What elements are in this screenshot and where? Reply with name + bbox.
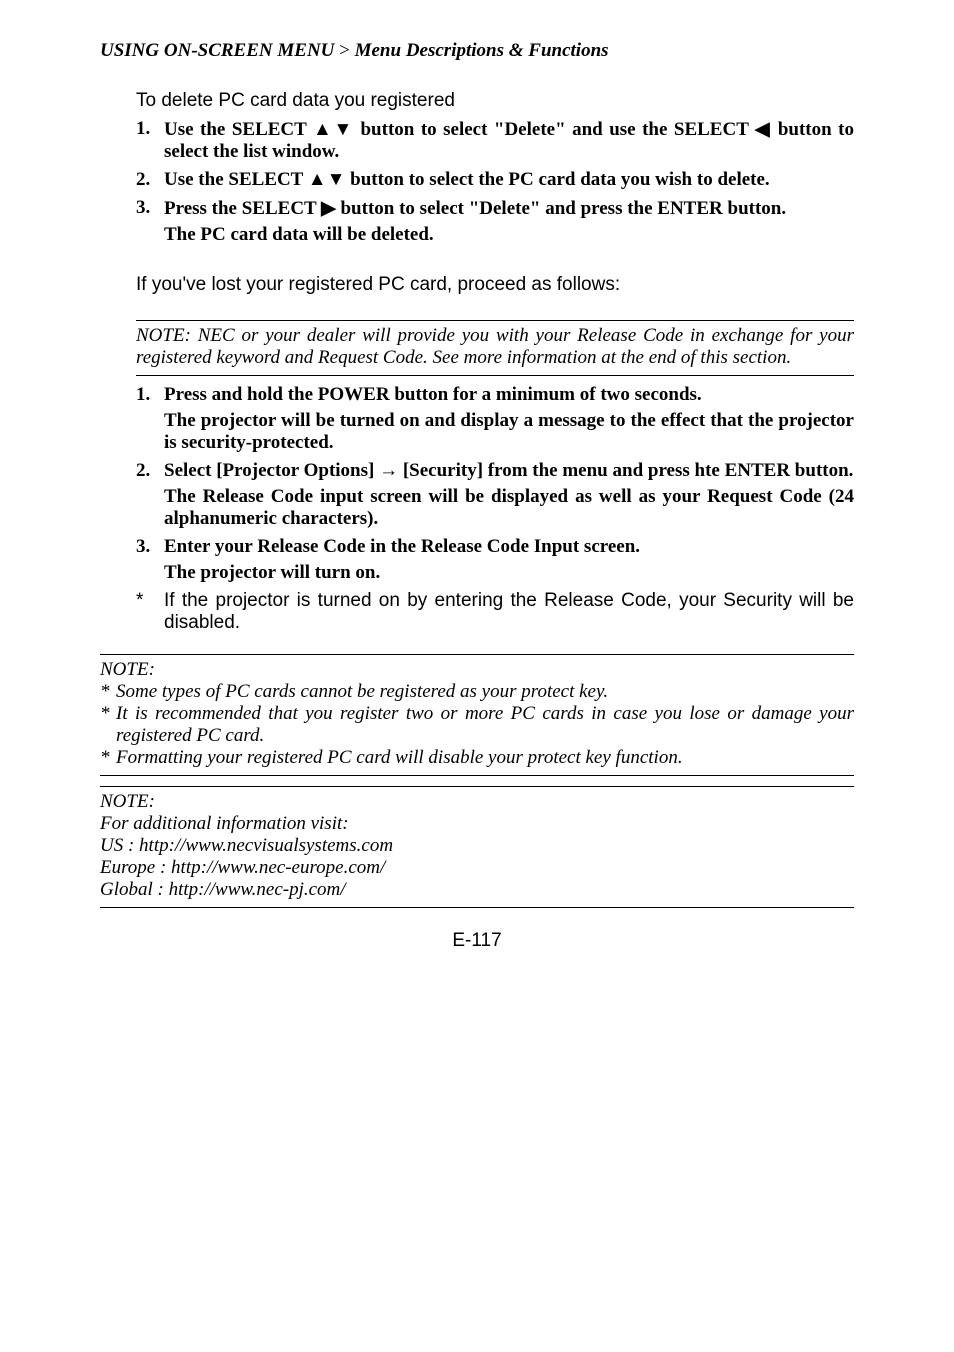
step-body: Use the SELECT ▲▼ button to select the P… [164, 169, 854, 191]
step-number: 1. [136, 118, 164, 163]
asterisk: * [136, 590, 164, 634]
delete-steps: 1. Use the SELECT ▲▼ button to select "D… [136, 118, 854, 246]
note-text: Some types of PC cards cannot be registe… [116, 681, 854, 703]
asterisk: * [100, 681, 116, 703]
star-body: If the projector is turned on by enterin… [164, 590, 854, 634]
dealer-note: NOTE: NEC or your dealer will provide yo… [136, 320, 854, 376]
step-sub: The projector will be turned on and disp… [164, 410, 854, 454]
note-label: NOTE: [100, 791, 854, 813]
lost-card-steps: 1. Press and hold the POWER button for a… [136, 384, 854, 584]
link-line: Global : http://www.nec-pj.com/ [100, 879, 854, 901]
step-number: 2. [136, 460, 164, 530]
list-item: 2. Use the SELECT ▲▼ button to select th… [136, 169, 854, 191]
step-body: Select [Projector Options] → [Security] … [164, 460, 854, 530]
star-note: * If the projector is turned on by enter… [136, 590, 854, 634]
list-item: 1. Use the SELECT ▲▼ button to select "D… [136, 118, 854, 163]
asterisk: * [100, 747, 116, 769]
step-number: 3. [136, 197, 164, 246]
step-body: Press the SELECT ▶ button to select "Del… [164, 197, 854, 246]
step-text: Select [Projector Options] → [Security] … [164, 460, 853, 481]
pc-card-notes: NOTE: * Some types of PC cards cannot be… [100, 654, 854, 776]
step-body: Press and hold the POWER button for a mi… [164, 384, 854, 454]
link-line: Europe : http://www.nec-europe.com/ [100, 857, 854, 879]
step-number: 2. [136, 169, 164, 191]
list-item: 3. Press the SELECT ▶ button to select "… [136, 197, 854, 246]
step-text: Enter your Release Code in the Release C… [164, 536, 640, 557]
page-number: E-117 [100, 930, 854, 952]
step-sub: The PC card data will be deleted. [164, 224, 854, 246]
step-body: Use the SELECT ▲▼ button to select "Dele… [164, 118, 854, 163]
note-line: * It is recommended that you register tw… [100, 703, 854, 747]
page-header: USING ON-SCREEN MENU > Menu Descriptions… [100, 40, 854, 62]
note-line: * Formatting your registered PC card wil… [100, 747, 854, 769]
asterisk: * [100, 703, 116, 747]
links-note: NOTE: For additional information visit: … [100, 786, 854, 908]
step-number: 3. [136, 536, 164, 584]
links-intro: For additional information visit: [100, 813, 854, 835]
list-item: 2. Select [Projector Options] → [Securit… [136, 460, 854, 530]
step-sub: The projector will turn on. [164, 562, 854, 584]
lost-card-intro: If you've lost your registered PC card, … [136, 274, 854, 296]
header-section: USING ON-SCREEN MENU [100, 40, 334, 61]
note-text: Formatting your registered PC card will … [116, 747, 854, 769]
note-text: It is recommended that you register two … [116, 703, 854, 747]
header-title: Menu Descriptions & Functions [355, 40, 609, 61]
step-body: Enter your Release Code in the Release C… [164, 536, 854, 584]
header-separator: > [339, 40, 350, 61]
list-item: 3. Enter your Release Code in the Releas… [136, 536, 854, 584]
step-text: Press and hold the POWER button for a mi… [164, 384, 702, 405]
step-sub: The Release Code input screen will be di… [164, 486, 854, 530]
delete-intro: To delete PC card data you registered [136, 90, 854, 112]
link-line: US : http://www.necvisualsystems.com [100, 835, 854, 857]
list-item: 1. Press and hold the POWER button for a… [136, 384, 854, 454]
note-line: * Some types of PC cards cannot be regis… [100, 681, 854, 703]
step-number: 1. [136, 384, 164, 454]
step-text: Press the SELECT ▶ button to select "Del… [164, 198, 786, 219]
note-label: NOTE: [100, 659, 854, 681]
